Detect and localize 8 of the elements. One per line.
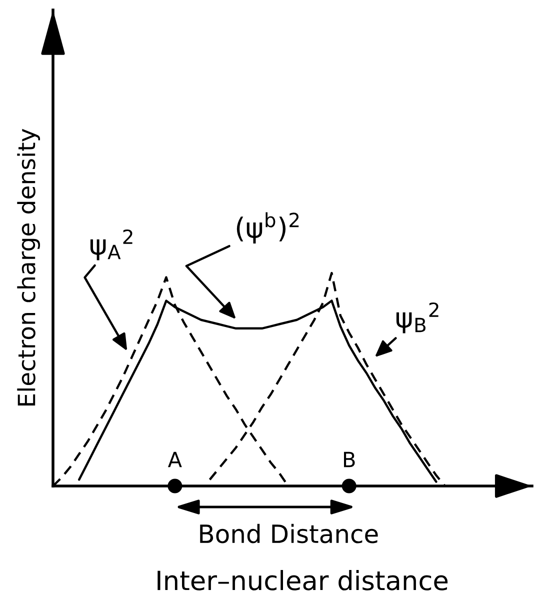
series-label: ψ$_{A}$$^{2}$ <box>90 229 132 260</box>
x-tick-label: A <box>168 452 182 468</box>
series-label: ψ$_{B}$$^{2}$ <box>396 302 438 334</box>
y-axis-title: Electron charge density <box>17 128 40 406</box>
text: Bond Distance <box>200 524 378 544</box>
x-tick-label: B <box>344 452 355 468</box>
text: (ψ$^{b}$)$^{2}$ <box>236 212 299 244</box>
x-axis-title: Inter–nuclear distance <box>158 570 448 590</box>
